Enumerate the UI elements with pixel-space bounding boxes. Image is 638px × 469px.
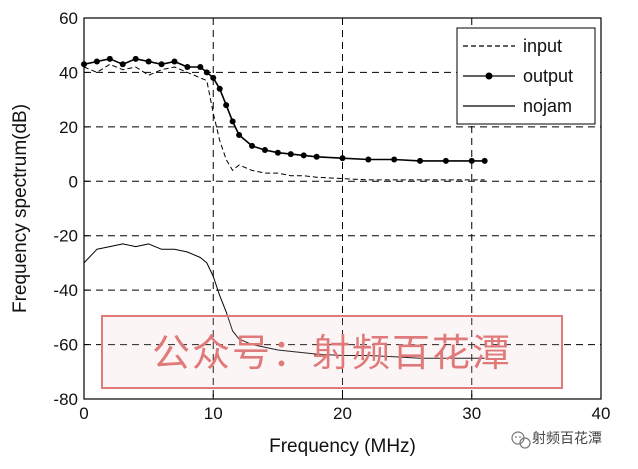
watermark-box (101, 315, 563, 389)
y-tick-label: -40 (53, 281, 78, 300)
series-output-point (468, 157, 475, 164)
x-tick-label: 0 (79, 404, 88, 423)
wechat-icon (511, 431, 531, 449)
x-tick-label: 40 (592, 404, 611, 423)
x-tick-label: 10 (204, 404, 223, 423)
x-tick-label: 30 (462, 404, 481, 423)
tick-layer (83, 17, 602, 400)
series-output-point (313, 153, 320, 160)
legend: input output nojam (456, 27, 596, 125)
series-output-point (132, 55, 139, 62)
series-output-point (106, 55, 113, 62)
credit-text: 射频百花潭 (532, 430, 602, 447)
series-output-point (274, 149, 281, 156)
series-input-line (83, 63, 485, 181)
y-tick-label: 20 (59, 118, 78, 137)
series-output-point (197, 63, 204, 70)
series-output-point (93, 58, 100, 65)
credit: 射频百花潭 (511, 430, 602, 449)
series-output-point (210, 74, 217, 81)
series-output-point (481, 157, 488, 164)
y-tick-label: -80 (53, 390, 78, 409)
y-tick-label: 0 (69, 172, 78, 191)
series-output-point (249, 142, 256, 149)
series-output-point (145, 58, 152, 65)
tick-labels: 0 10 20 30 40 -80 -60 -40 -20 0 20 40 60 (53, 9, 610, 423)
series-output-point (184, 63, 191, 70)
watermark: 公众号：射频百花潭 (101, 315, 563, 389)
series-output-point (216, 85, 223, 92)
y-tick-label: -60 (53, 336, 78, 355)
y-tick-label: 40 (59, 63, 78, 82)
series-output-point (236, 132, 243, 139)
series-output-point (417, 157, 424, 164)
legend-label-input: input (523, 36, 562, 56)
series-output-point (203, 69, 210, 76)
legend-label-output: output (523, 66, 573, 86)
series-nojam-line (83, 243, 485, 359)
series-output-point (339, 155, 346, 162)
x-tick-label: 20 (333, 404, 352, 423)
series-output-point (261, 146, 268, 153)
series-output-point (391, 156, 398, 163)
series-output-point (287, 151, 294, 158)
y-tick-label: -20 (53, 227, 78, 246)
x-axis-label: Frequency (MHz) (269, 436, 416, 457)
series-output-point (229, 118, 236, 125)
legend-marker-output (485, 72, 493, 80)
series-output-point (119, 61, 126, 68)
series-output-point (442, 157, 449, 164)
y-tick-label: 60 (59, 9, 78, 28)
series-output-point (171, 58, 178, 65)
legend-label-nojam: nojam (523, 96, 572, 116)
series-output-point (223, 102, 230, 109)
y-axis-label: Frequency spectrum(dB) (10, 104, 31, 313)
watermark-text: 公众号：射频百花潭 (152, 331, 512, 375)
series-output-point (365, 156, 372, 163)
series-output-point (158, 61, 165, 68)
series-output-point (300, 152, 307, 159)
